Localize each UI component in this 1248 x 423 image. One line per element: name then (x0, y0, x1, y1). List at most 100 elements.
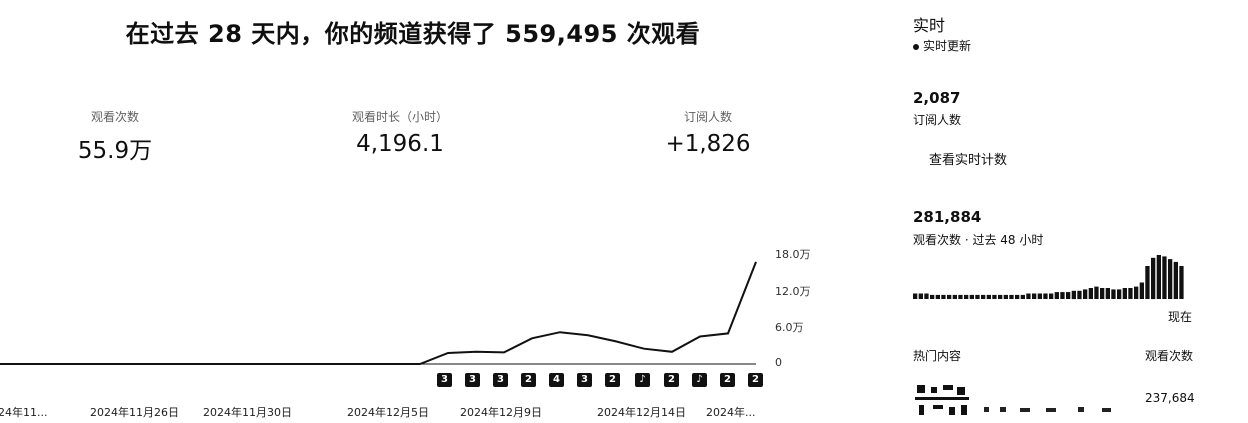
hourly-bar (1054, 292, 1059, 299)
upload-marker[interactable]: 4 (549, 373, 564, 387)
page-headline: 在过去 28 天内，你的频道获得了 559,495 次观看 (125, 20, 701, 48)
hourly-bar (924, 293, 929, 299)
y-tick-label: 18.0万 (775, 248, 811, 261)
hourly-bar (1026, 293, 1031, 299)
hourly-bar (1128, 288, 1133, 299)
upload-marker[interactable]: 2 (521, 373, 536, 387)
hourly-bar (1111, 289, 1116, 299)
realtime-views-value: 281,884 (913, 208, 982, 226)
x-tick-label: 2024年11月30日 (203, 406, 292, 419)
x-tick-label: 2024年11月26日 (90, 406, 179, 419)
hourly-bar (1088, 288, 1093, 299)
hourly-bar (1015, 294, 1020, 299)
hourly-bar (1117, 289, 1122, 299)
hourly-bar (1156, 255, 1161, 299)
now-label: 现在 (1168, 310, 1193, 324)
top-content-label: 热门内容 (913, 349, 962, 363)
metric-value: 4,196.1 (356, 131, 444, 157)
upload-marker[interactable]: 2 (605, 373, 620, 387)
metric-label: 订阅人数 (683, 110, 732, 124)
hourly-bar (986, 294, 991, 299)
hourly-bar (975, 294, 980, 299)
upload-marker[interactable]: 3 (437, 373, 452, 387)
hourly-bar (1173, 261, 1178, 299)
hourly-bar (992, 294, 997, 299)
y-tick-label: 6.0万 (775, 321, 804, 335)
hourly-bar (930, 294, 935, 299)
series-line (0, 261, 757, 365)
metric-label: 观看次数 (90, 110, 139, 124)
hourly-bar (1066, 292, 1071, 299)
hourly-bar (964, 294, 969, 299)
hourly-bar (1100, 288, 1105, 299)
metric-label: 观看时长（小时） (351, 110, 448, 124)
hourly-bar (1122, 288, 1127, 299)
upload-marker[interactable]: 3 (577, 373, 592, 387)
view-live-count-button[interactable]: 查看实时计数 (929, 153, 1008, 168)
upload-marker[interactable]: 3 (493, 373, 508, 387)
hourly-bar (1083, 289, 1088, 299)
hourly-bar (913, 293, 918, 299)
hourly-bar (1009, 294, 1014, 299)
hourly-bar (1134, 286, 1139, 299)
metric-views-card[interactable]: 观看次数 55.9万 (40, 108, 190, 165)
y-tick-label: 12.0万 (775, 284, 811, 298)
hourly-bar (918, 293, 923, 299)
upload-marker[interactable]: 2 (720, 373, 735, 387)
upload-marker[interactable]: 3 (465, 373, 480, 387)
metric-watchtime-card[interactable]: 观看时长（小时） 4,196.1 (325, 108, 475, 157)
hourly-bar (969, 294, 974, 299)
x-tick-label: 2024年12月14日 (597, 406, 686, 419)
upload-marker[interactable]: ♪ (635, 373, 650, 387)
x-tick-label: 2024年12月9日 (460, 406, 542, 419)
hourly-bar (1003, 294, 1008, 299)
hourly-bar (1139, 282, 1144, 299)
hourly-bar (1094, 286, 1099, 299)
hourly-bar (947, 294, 952, 299)
realtime-subscribers-value: 2,087 (913, 89, 961, 107)
realtime-subscribers-label: 订阅人数 (913, 113, 962, 127)
views-line-chart[interactable] (0, 180, 820, 419)
top-content-title-redacted (984, 398, 1124, 412)
upload-marker[interactable]: 2 (748, 373, 763, 387)
live-dot-icon (913, 43, 919, 50)
hourly-bar (1077, 290, 1082, 300)
hourly-bar (981, 294, 986, 299)
upload-marker[interactable]: 2 (664, 373, 679, 387)
views-column-label: 观看次数 (1145, 349, 1194, 363)
y-tick-label: 0 (775, 356, 782, 369)
x-tick-label: 2024年12月5日 (347, 406, 429, 419)
x-tick-label: 2024年... (706, 406, 756, 419)
hourly-bar (1037, 293, 1042, 299)
metric-value: 55.9万 (77, 138, 153, 164)
hourly-bar (1071, 290, 1076, 300)
hourly-bar (1168, 259, 1173, 299)
hourly-bar (1162, 256, 1167, 299)
hourly-bar (1032, 293, 1037, 299)
hourly-bar (935, 294, 940, 299)
hourly-bar (1145, 266, 1150, 299)
hourly-bar (952, 294, 957, 299)
realtime-views-label: 观看次数 · 过去 48 小时 (913, 233, 1044, 247)
top-content-thumbnail[interactable] (913, 383, 971, 419)
realtime-title: 实时 (913, 16, 946, 35)
hourly-bar (1179, 266, 1184, 299)
hourly-bar (998, 294, 1003, 299)
hourly-bar (1151, 257, 1156, 300)
hourly-bar (1060, 292, 1065, 299)
metric-value: +1,826 (665, 131, 751, 157)
upload-marker[interactable]: ♪ (692, 373, 707, 387)
hourly-bar (958, 294, 963, 299)
hourly-bar-chart[interactable] (913, 255, 1193, 303)
thumbnail-icon (913, 383, 971, 419)
live-label: 实时更新 (923, 39, 972, 53)
top-content-views: 237,684 (1145, 391, 1195, 405)
x-tick-label: 2024年11... (0, 406, 48, 419)
metric-subscribers-card[interactable]: 订阅人数 +1,826 (633, 108, 783, 157)
hourly-bar (941, 294, 946, 299)
hourly-bar (1105, 288, 1110, 299)
redacted-title-icon (984, 407, 1111, 412)
hourly-bar (1020, 294, 1025, 299)
hourly-bar (1043, 293, 1048, 299)
realtime-live-indicator: 实时更新 (913, 37, 971, 54)
